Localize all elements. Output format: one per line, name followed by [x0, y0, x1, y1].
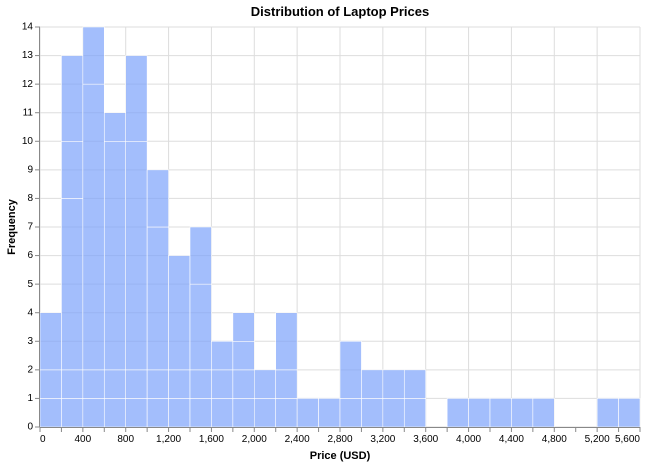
y-tick-label: 4	[27, 307, 33, 318]
histogram-bar-segment	[618, 398, 641, 428]
histogram-bar-segment	[361, 398, 384, 428]
histogram-bar-segment	[446, 398, 469, 428]
y-tick-label: 14	[22, 22, 34, 33]
y-tick-label: 0	[27, 422, 33, 433]
histogram-bar-segment	[189, 369, 212, 399]
x-tick-label: 400	[75, 434, 92, 445]
histogram-bar-segment	[189, 283, 212, 371]
histogram-bar-segment	[82, 26, 105, 85]
histogram-bar-segment	[61, 140, 84, 199]
histogram-bar-segment	[103, 112, 127, 142]
x-tick-label: 1,600	[199, 434, 224, 445]
histogram-bar-segment	[296, 398, 319, 428]
histogram-bar-segment	[403, 369, 427, 399]
histogram-bar-segment	[339, 340, 362, 399]
histogram-bar-segment	[82, 83, 105, 371]
histogram-bar-segment	[39, 398, 62, 428]
histogram-bar-segment	[61, 398, 84, 428]
histogram-bar-segment	[232, 398, 255, 428]
y-tick-label: 5	[27, 279, 33, 290]
x-tick-label: 4,000	[456, 434, 481, 445]
histogram-bar-segment	[146, 369, 169, 399]
histogram-bar-segment	[168, 255, 191, 371]
x-tick-label: 4,800	[542, 434, 567, 445]
x-tick-label: 2,000	[242, 434, 267, 445]
histogram-bar-segment	[189, 398, 212, 428]
y-tick-label: 10	[22, 136, 34, 147]
y-tick-label: 2	[27, 364, 33, 375]
histogram-bar-segment	[275, 369, 298, 399]
histogram-bar-segment	[125, 140, 148, 371]
y-tick-label: 12	[22, 79, 34, 90]
histogram-bar-segment	[146, 169, 169, 228]
histogram-bar-segment	[39, 312, 62, 371]
histogram-bar-segment	[125, 369, 148, 399]
x-axis-title: Price (USD)	[310, 450, 371, 462]
histogram-bar-segment	[211, 340, 234, 371]
y-axis-title: Frequency	[6, 198, 18, 255]
x-tick-label: 2,400	[285, 434, 310, 445]
histogram-bar-segment	[253, 398, 277, 428]
y-tick-label: 1	[27, 393, 33, 404]
histogram-bar-segment	[403, 398, 427, 428]
y-tick-label: 9	[27, 164, 33, 175]
x-tick-label: 5,600	[615, 434, 640, 445]
x-tick-label: 0	[40, 434, 46, 445]
histogram-bar-segment	[275, 398, 298, 428]
histogram-bar-segment	[82, 369, 105, 399]
histogram-bar-segment	[103, 140, 127, 371]
x-tick-label: 1,200	[156, 434, 181, 445]
histogram-bar-segment	[275, 312, 298, 371]
histogram-bar-segment	[61, 198, 84, 371]
histogram-bar-segment	[468, 398, 491, 428]
histogram-bar-segment	[382, 369, 405, 399]
histogram-bar-segment	[82, 398, 105, 428]
y-tick-label: 7	[27, 222, 33, 233]
histogram-bar-segment	[253, 369, 277, 399]
histogram-bar-segment	[532, 398, 555, 428]
x-tick-label: 800	[117, 434, 134, 445]
y-tick-label: 13	[22, 50, 34, 61]
x-tick-label: 3,600	[413, 434, 438, 445]
histogram-bar-segment	[103, 369, 127, 399]
histogram-bar-segment	[211, 398, 234, 428]
histogram-bar-segment	[382, 398, 405, 428]
x-axis: 0 400 800 1,200 1,600 2,000 2,400 2,800 3,200 3,6…	[39, 427, 641, 445]
histogram-bar-segment	[232, 340, 255, 371]
histogram-bar-segment	[511, 398, 534, 428]
histogram-bar-segment	[489, 398, 512, 428]
histogram-bar-segment	[168, 369, 191, 399]
histogram-bar-segment	[103, 398, 127, 428]
x-tick-label: 2,800	[327, 434, 352, 445]
x-tick-label: 3,200	[370, 434, 395, 445]
histogram-bar-segment	[318, 398, 341, 428]
histogram-bar-segment	[39, 369, 62, 399]
histogram-bar-segment	[61, 369, 84, 399]
chart-title: Distribution of Laptop Prices	[251, 4, 429, 19]
histogram-bar-segment	[189, 226, 212, 285]
histogram-bar-segment	[168, 398, 191, 428]
histogram-bar-segment	[146, 398, 169, 428]
y-tick-label: 8	[27, 193, 33, 204]
histogram-bar-segment	[232, 369, 255, 399]
histogram-bar-segment	[211, 369, 234, 399]
histogram-bar-segment	[361, 369, 384, 399]
histogram-bar-segment	[232, 312, 255, 342]
histogram-bars	[39, 26, 641, 428]
y-tick-label: 11	[23, 107, 34, 118]
histogram-bar-segment	[339, 398, 362, 428]
x-tick-label: 4,400	[499, 434, 524, 445]
histogram-bar-segment	[125, 55, 148, 142]
histogram-bar-segment	[596, 398, 619, 428]
x-tick-label: 5,200	[585, 434, 610, 445]
histogram-bar-segment	[125, 398, 148, 428]
histogram-bar-segment	[146, 226, 169, 371]
histogram-bar-segment	[61, 55, 84, 142]
y-tick-label: 6	[27, 250, 33, 261]
y-tick-label: 3	[27, 336, 33, 347]
